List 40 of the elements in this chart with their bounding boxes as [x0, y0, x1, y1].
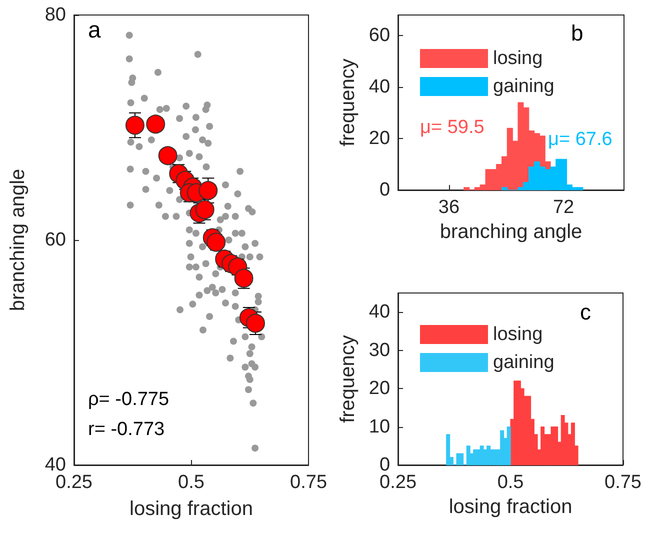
x-axis-title: branching angle: [440, 221, 582, 243]
annotation: a: [88, 16, 101, 42]
x-tick-label: 36: [438, 197, 460, 218]
x-tick-label: 0.5: [497, 472, 524, 493]
y-tick-label: 20: [368, 128, 390, 150]
annotation: b: [571, 20, 584, 46]
y-tick-label: 80: [44, 4, 66, 26]
legend-label: gaining: [493, 352, 554, 373]
y-tick-label: 10: [368, 416, 390, 438]
annotation: μ= 67.6: [548, 129, 612, 150]
x-tick-label: 0.5: [178, 472, 204, 493]
x-tick-label: 0.75: [290, 472, 328, 493]
y-axis-title: frequency: [337, 58, 359, 146]
x-tick-label: 0.75: [604, 472, 642, 493]
point: [198, 181, 218, 200]
point: [158, 146, 178, 166]
x-tick-label: 72: [552, 197, 574, 218]
y-tick-label: 0: [379, 180, 390, 200]
point: [246, 314, 266, 333]
y-tick-label: 20: [368, 378, 390, 400]
annotation: r= -0.773: [88, 419, 165, 440]
annotation: c: [580, 300, 591, 324]
y-tick-label: 40: [368, 76, 390, 98]
annotation: μ= 59.5: [420, 117, 484, 138]
y-tick-label: 40: [368, 302, 390, 323]
point: [146, 114, 166, 134]
y-axis-title: frequency: [337, 335, 359, 423]
x-axis-title: losing fraction: [448, 496, 572, 518]
point: [206, 232, 226, 252]
y-tick-label: 60: [44, 230, 66, 250]
legend-label: losing: [493, 324, 543, 345]
point: [125, 116, 144, 135]
annotation: ρ= -0.775: [88, 389, 170, 410]
y-tick-label: 60: [368, 25, 390, 46]
y-tick-label: 30: [368, 340, 390, 361]
y-axis-title: branching angle: [7, 168, 29, 312]
x-axis-title: losing fraction: [130, 498, 253, 520]
legend-label: losing: [493, 48, 543, 69]
point: [234, 268, 254, 288]
legend-label: gaining: [493, 76, 554, 97]
